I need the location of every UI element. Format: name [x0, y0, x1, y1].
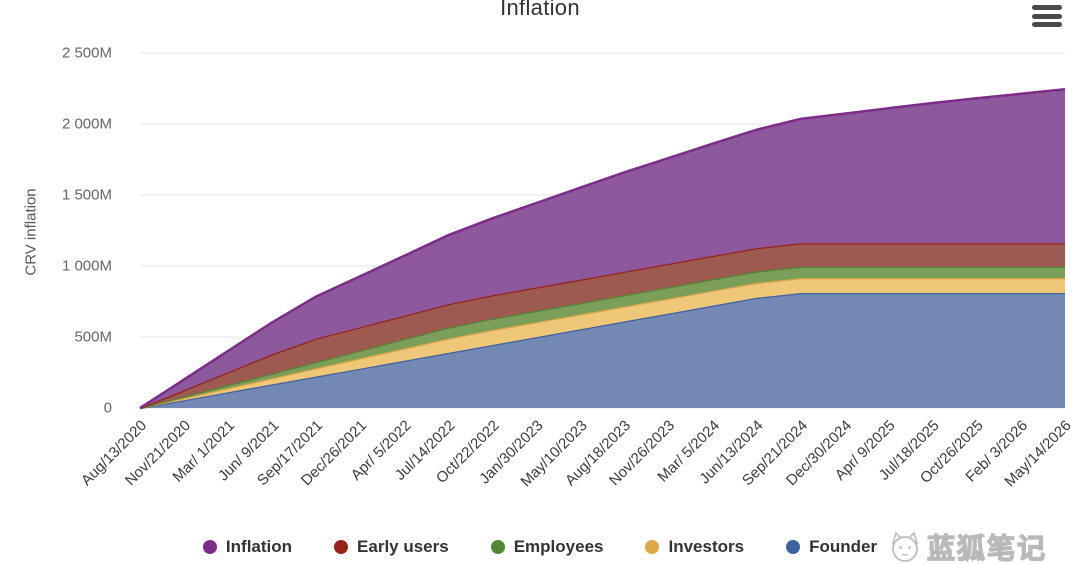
- legend-swatch-early-users: [334, 540, 349, 554]
- area-band-inflation: [140, 89, 1065, 408]
- hamburger-bar: [1032, 13, 1062, 19]
- legend-item-inflation[interactable]: Inflation: [202, 537, 293, 557]
- legend-item-investors[interactable]: Investors: [645, 537, 744, 557]
- legend-label-employees: Employees: [513, 537, 604, 556]
- area-band-founder: [140, 293, 1065, 408]
- legend-label-investors: Investors: [668, 537, 745, 556]
- legend-swatch-employees: [490, 540, 505, 554]
- chart-legend: Inflation Early users Employees Investors Fo…: [0, 537, 1080, 557]
- legend-item-founder[interactable]: Founder: [786, 537, 877, 557]
- y-tick-label-500m: 500M: [74, 328, 112, 346]
- hamburger-bar: [1032, 22, 1062, 27]
- area-line-inflation: [139, 87, 1066, 410]
- legend-item-early-users[interactable]: Early users: [334, 537, 449, 557]
- legend-label-founder: Founder: [809, 537, 878, 556]
- legend-label-inflation: Inflation: [225, 537, 293, 556]
- y-tick-label-2-000m: 2 000M: [61, 115, 112, 133]
- legend-item-employees[interactable]: Employees: [490, 537, 604, 557]
- legend-swatch-investors: [645, 540, 660, 554]
- legend-swatch-inflation: [202, 540, 217, 554]
- y-tick-label-1-000m: 1 000M: [61, 257, 112, 275]
- chart-title: Inflation: [500, 0, 580, 20]
- y-tick-label-0: 0: [103, 399, 112, 417]
- hamburger-bar: [1032, 5, 1062, 10]
- legend-swatch-founder: [786, 540, 801, 554]
- y-tick-label-2-500m: 2 500M: [61, 44, 112, 62]
- hamburger-menu-icon[interactable]: [1030, 3, 1064, 29]
- area-band-investors: [140, 278, 1065, 408]
- legend-label-early-users: Early users: [357, 537, 449, 556]
- y-tick-label-1-500m: 1 500M: [61, 186, 112, 204]
